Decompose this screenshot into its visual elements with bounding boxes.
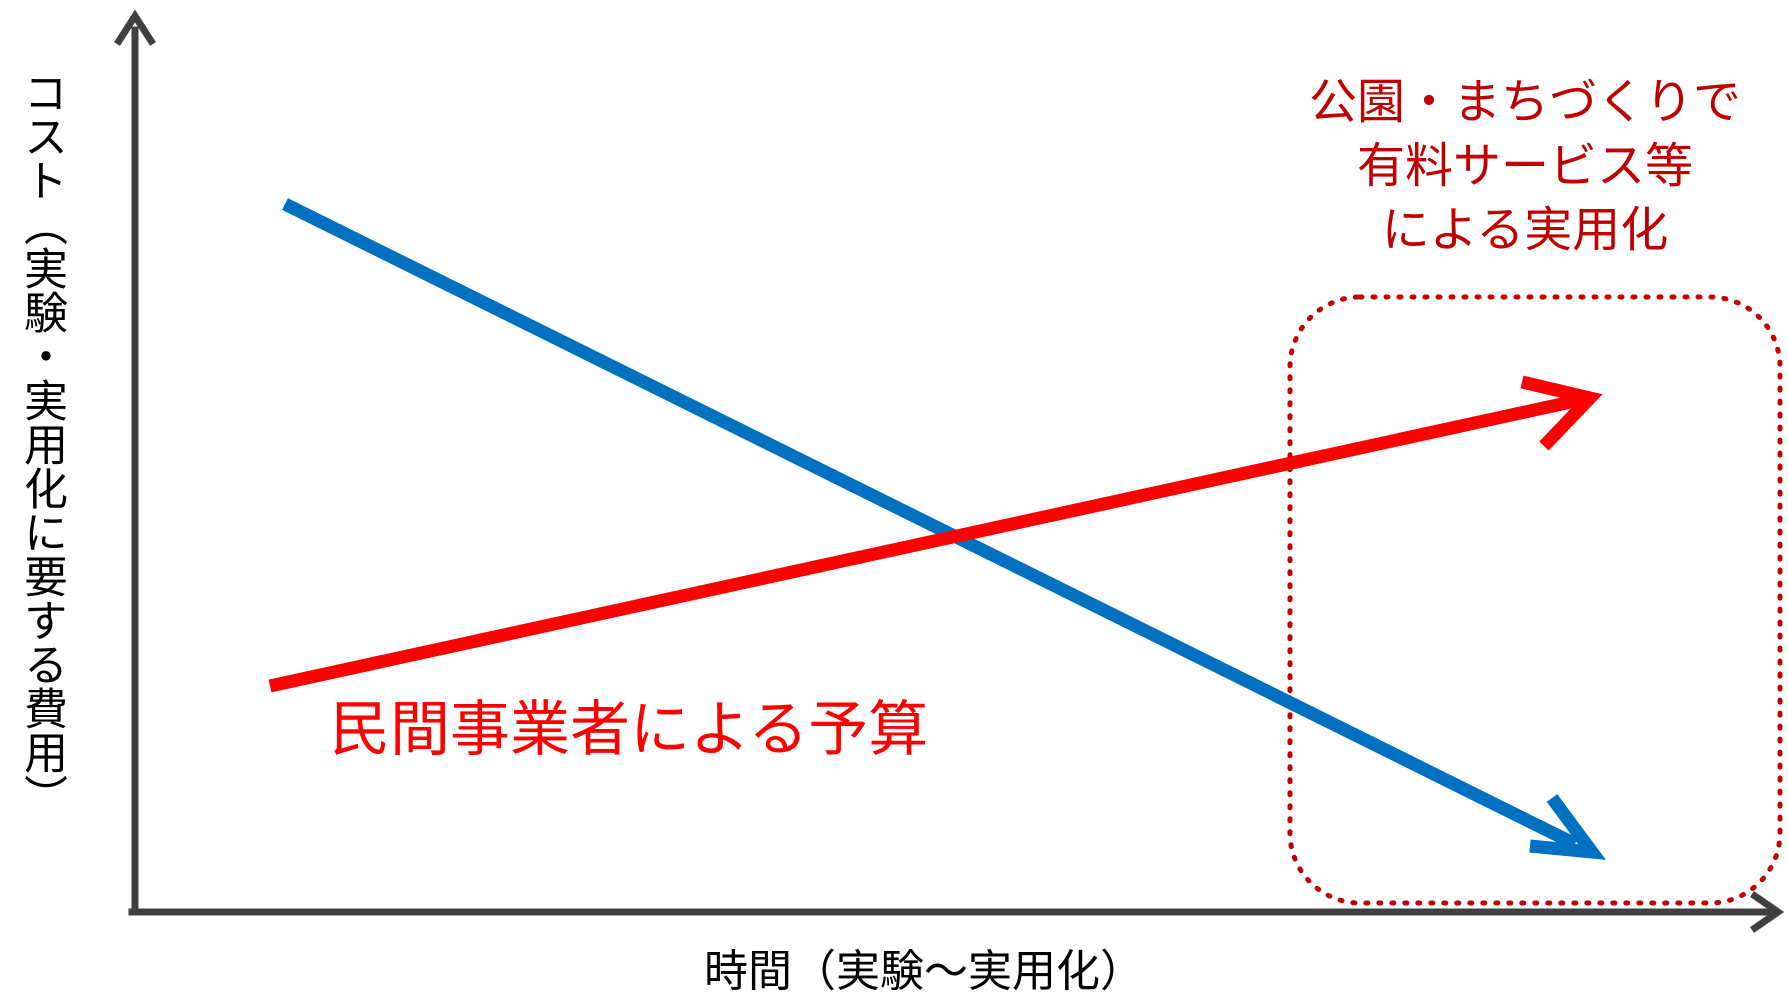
annotation-line-3: による実用化 xyxy=(1381,202,1669,258)
blue-decreasing-line xyxy=(282,198,1578,850)
annotation-line-2: 有料サービス等 xyxy=(1356,138,1693,194)
practical-use-region-box xyxy=(1287,294,1783,906)
practical-use-annotation: 公園・まちづくりで 有料サービス等 による実用化 xyxy=(1270,70,1780,262)
red-increasing-line xyxy=(268,393,1582,693)
y-axis-arrowhead xyxy=(114,9,156,46)
y-axis-label: コスト（実験・実用化に要する費用） xyxy=(16,70,67,818)
y-axis-label-container: コスト（実験・実用化に要する費用） xyxy=(8,70,74,870)
red-line-label: 民間事業者による予算 xyxy=(330,695,929,765)
x-axis-arrowhead xyxy=(1750,891,1785,933)
blue-line-arrowhead xyxy=(1529,794,1606,860)
annotation-line-1: 公園・まちづくりで xyxy=(1308,74,1741,130)
x-axis-label: 時間（実験～実用化） xyxy=(704,946,1144,997)
red-line-arrowhead xyxy=(1520,375,1603,451)
